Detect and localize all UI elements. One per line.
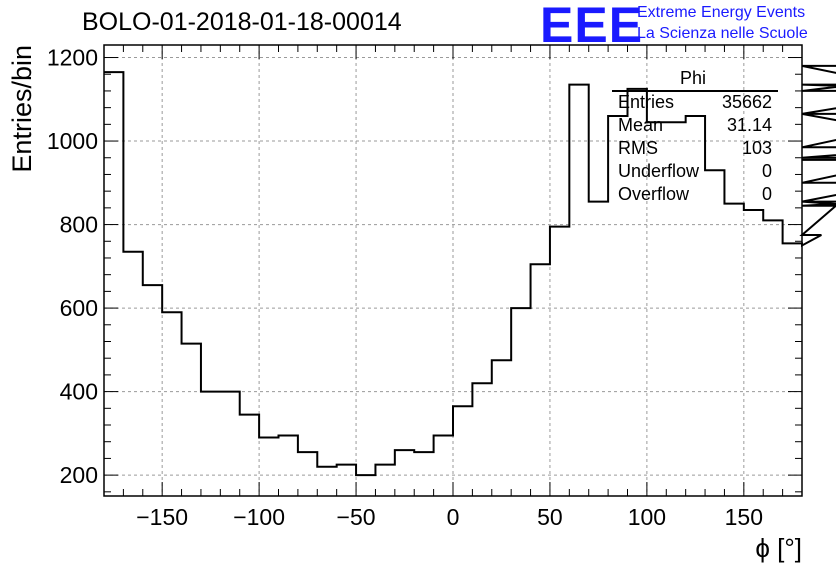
stats-row-entries: Entries 35662	[618, 92, 772, 114]
stats-row-mean: Mean 31.14	[618, 115, 772, 137]
x-tick-label: −100	[233, 504, 285, 530]
stats-row-overflow: Overflow 0	[618, 184, 772, 206]
stats-label: Underflow	[618, 161, 700, 181]
stats-divider	[612, 90, 778, 92]
x-tick-label: −150	[136, 504, 188, 530]
x-tick-label: −50	[337, 504, 376, 530]
x-tick-label: 50	[537, 504, 563, 530]
stats-label: Mean	[618, 115, 664, 135]
x-tick-label: 100	[628, 504, 666, 530]
y-tick-label: 1200	[47, 45, 98, 71]
stats-value: 31.14	[726, 115, 772, 135]
logo-line-2: La Scienza nelle Scuole	[637, 25, 808, 42]
stats-label: Overflow	[618, 184, 690, 204]
stats-value: 0	[761, 184, 772, 204]
x-tick-label: 0	[447, 504, 460, 530]
chart-title: BOLO-01-2018-01-18-00014	[82, 8, 402, 36]
stats-row-underflow: Underflow 0	[618, 161, 772, 183]
y-tick-label: 600	[60, 295, 98, 321]
stats-value: 103	[741, 138, 772, 158]
stats-value: 0	[761, 161, 772, 181]
stats-value: 35662	[721, 92, 772, 112]
logo-line-1: Extreme Energy Events	[637, 4, 806, 21]
x-tick-label: 150	[725, 504, 763, 530]
stats-row-rms: RMS 103	[618, 138, 772, 160]
stats-title: Phi	[680, 68, 707, 88]
stats-label: Entries	[618, 92, 675, 112]
stats-label: RMS	[618, 138, 658, 158]
y-tick-label: 400	[60, 379, 98, 405]
y-axis-label: Entries/bin	[7, 45, 37, 173]
logo-mark: EEE	[540, 0, 644, 53]
y-tick-label: 1000	[47, 128, 98, 154]
x-axis-label: ϕ [°]	[755, 533, 802, 563]
y-tick-label: 200	[60, 462, 98, 488]
y-tick-label: 800	[60, 212, 98, 238]
